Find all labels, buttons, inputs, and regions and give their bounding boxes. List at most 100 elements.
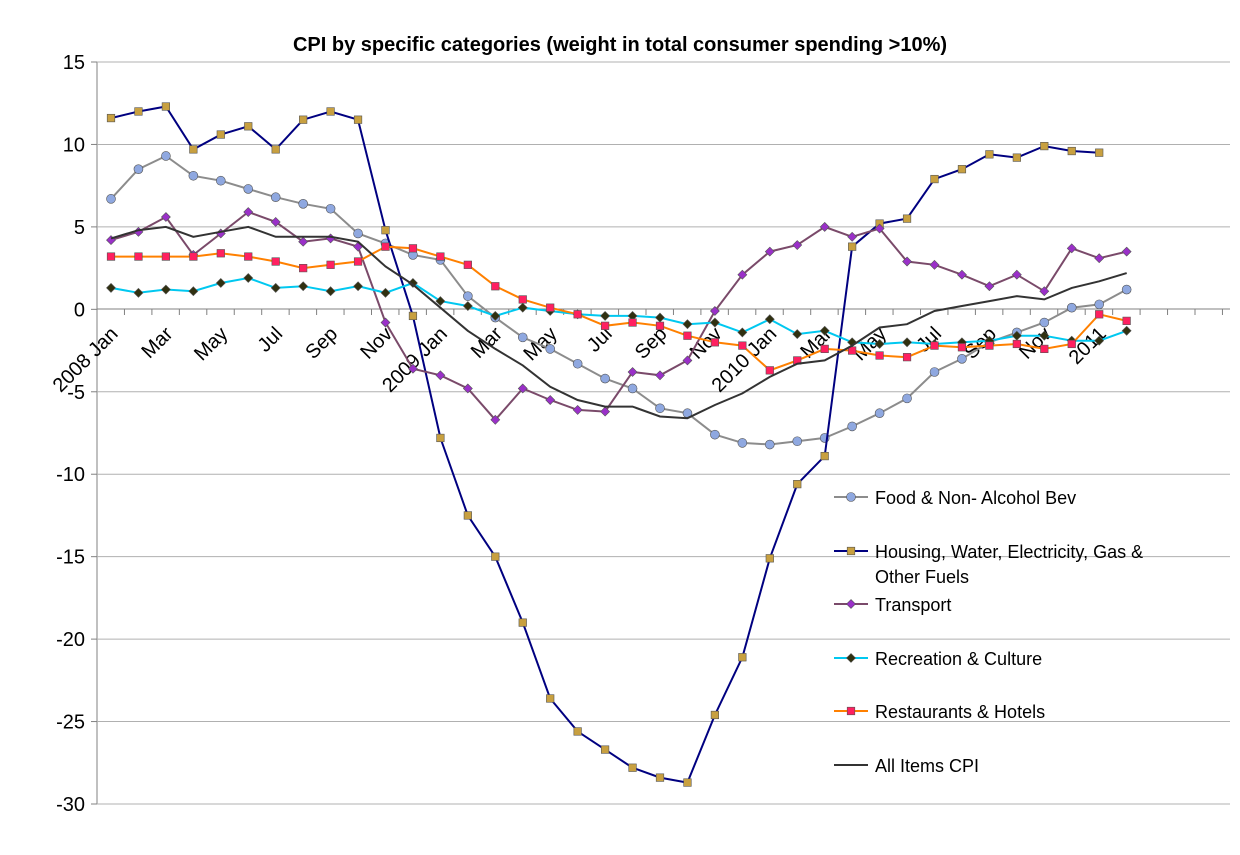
- data-point: [160, 284, 171, 295]
- data-point: [436, 252, 445, 261]
- data-point: [1066, 243, 1077, 254]
- series-line: [110, 105, 1100, 784]
- y-tick-label: 15: [63, 52, 85, 74]
- series-4: [106, 242, 1131, 375]
- data-point: [353, 228, 363, 239]
- data-point: [160, 212, 171, 222]
- data-point: [600, 321, 610, 330]
- data-point: [792, 329, 803, 339]
- legend-label: Restaurants & Hotels: [875, 702, 1045, 722]
- data-point: [353, 281, 363, 292]
- data-point: [1039, 286, 1050, 297]
- data-point: [957, 353, 967, 364]
- data-point: [271, 257, 280, 266]
- data-point: [1039, 330, 1050, 341]
- data-point: [490, 311, 501, 321]
- data-point: [215, 278, 226, 288]
- y-tick-label: -20: [56, 629, 85, 651]
- data-point: [1039, 317, 1050, 328]
- data-point: [709, 306, 720, 316]
- data-point: [491, 282, 500, 291]
- data-point: [270, 192, 281, 203]
- data-point: [326, 260, 335, 269]
- series-line: [111, 245, 1127, 372]
- data-point: [573, 727, 582, 736]
- data-point: [929, 259, 940, 270]
- data-point: [792, 240, 803, 250]
- data-point: [1012, 339, 1021, 349]
- data-point: [270, 217, 281, 227]
- data-point: [1040, 344, 1049, 354]
- data-point: [1094, 299, 1104, 310]
- data-point: [517, 302, 528, 313]
- data-point: [106, 113, 116, 123]
- data-point: [764, 439, 775, 450]
- series-1: [106, 102, 1104, 787]
- data-point: [737, 327, 748, 338]
- x-tick-label: Jul: [583, 323, 617, 357]
- data-point: [627, 383, 638, 394]
- data-point: [655, 403, 665, 414]
- data-point: [819, 325, 830, 336]
- data-point: [682, 319, 693, 330]
- data-point: [518, 295, 527, 304]
- data-point: [848, 346, 857, 355]
- data-point: [380, 287, 391, 298]
- data-point: [573, 310, 582, 319]
- y-tick-label: 0: [74, 299, 85, 321]
- data-point: [216, 175, 226, 186]
- legend-item: Transport: [834, 595, 951, 615]
- legend-label: Recreation & Culture: [875, 649, 1042, 669]
- data-point: [216, 249, 225, 258]
- data-point: [133, 287, 144, 298]
- series-0: [106, 151, 1132, 450]
- data-point: [819, 221, 830, 232]
- data-point: [299, 264, 308, 273]
- data-point: [1094, 253, 1105, 264]
- data-point: [902, 353, 912, 362]
- data-point: [820, 344, 829, 354]
- data-point: [546, 303, 555, 312]
- data-point: [984, 281, 995, 292]
- data-point: [846, 706, 856, 716]
- data-point: [655, 773, 665, 782]
- y-tick-label: -30: [56, 794, 85, 816]
- data-point: [765, 366, 774, 375]
- x-tick-label: 2008 Jan: [49, 323, 123, 397]
- data-point: [874, 408, 885, 419]
- data-point: [298, 281, 309, 292]
- data-point: [546, 694, 555, 703]
- data-point: [243, 273, 254, 283]
- data-point: [270, 282, 281, 293]
- data-point: [243, 184, 254, 194]
- data-point: [902, 337, 912, 348]
- data-point: [682, 355, 693, 366]
- data-point: [655, 312, 665, 323]
- data-point: [930, 174, 939, 184]
- x-tick-label: Jul: [912, 323, 946, 357]
- x-tick-label: Nov: [1015, 323, 1056, 364]
- data-point: [902, 256, 912, 267]
- series-line: [110, 225, 1127, 420]
- data-point: [985, 341, 994, 350]
- y-tick-label: 10: [63, 134, 85, 156]
- series-5: [110, 225, 1127, 420]
- series-3: [106, 273, 1132, 349]
- y-axis: 15 10 5 0 -5 -10 -15 -20 -25 -30: [56, 52, 1230, 816]
- data-point: [545, 344, 556, 354]
- y-tick-label: -5: [67, 382, 85, 404]
- data-point: [106, 194, 116, 204]
- x-tick-label: May: [190, 323, 232, 365]
- data-point: [738, 341, 747, 350]
- data-point: [326, 107, 335, 116]
- y-tick-label: -10: [56, 464, 85, 486]
- data-point: [902, 214, 912, 223]
- data-point: [655, 321, 665, 330]
- data-point: [1095, 148, 1104, 157]
- data-point: [628, 318, 637, 327]
- data-point: [106, 282, 116, 293]
- data-point: [846, 546, 856, 556]
- data-point: [381, 226, 390, 235]
- data-point: [463, 260, 472, 269]
- y-tick-label: -25: [56, 712, 85, 734]
